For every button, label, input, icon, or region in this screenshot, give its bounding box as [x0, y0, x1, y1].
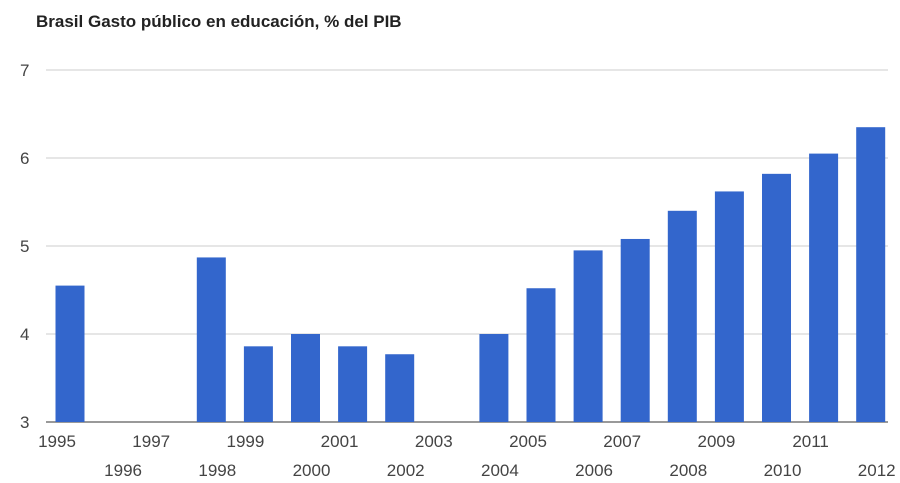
x-tick-label-2012: 2012 — [858, 461, 896, 480]
bar-2012 — [856, 127, 886, 422]
x-tick-label-1997: 1997 — [132, 432, 170, 451]
x-tick-label-2011: 2011 — [792, 432, 829, 451]
y-tick-label: 3 — [20, 413, 29, 432]
x-tick-label-1996: 1996 — [104, 461, 142, 480]
bars — [55, 127, 886, 422]
bar-2001 — [338, 346, 368, 422]
bar-2007 — [620, 238, 650, 422]
x-tick-label-2006: 2006 — [575, 461, 613, 480]
bar-2004 — [479, 334, 509, 422]
bar-1999 — [243, 346, 273, 422]
bar-2000 — [291, 334, 320, 422]
x-tick-label-1998: 1998 — [198, 461, 236, 480]
bar-2011 — [809, 153, 839, 422]
bar-2009 — [714, 191, 744, 422]
bar-2002 — [385, 354, 415, 422]
x-tick-label-1999: 1999 — [226, 432, 264, 451]
x-tick-label-2008: 2008 — [669, 461, 707, 480]
x-tick-label-1995: 1995 — [38, 432, 76, 451]
gridlines — [46, 69, 888, 423]
bar-1995 — [55, 285, 85, 422]
x-tick-label-2005: 2005 — [509, 432, 547, 451]
bar-2005 — [526, 288, 556, 422]
y-tick-label: 7 — [20, 61, 29, 80]
x-tick-label-2007: 2007 — [603, 432, 641, 451]
x-tick-label-2009: 2009 — [697, 432, 735, 451]
x-tick-label-2000: 2000 — [293, 461, 331, 480]
bar-2010 — [762, 173, 791, 422]
x-axis-tick-labels: 1995 1996 1997 1998 1999 2000 2001 2002 2003 2004… — [38, 432, 896, 480]
x-tick-label-2010: 2010 — [764, 461, 802, 480]
bar-2008 — [667, 210, 697, 422]
y-tick-label: 6 — [20, 149, 29, 168]
x-tick-label-2003: 2003 — [415, 432, 453, 451]
bar-2006 — [573, 250, 603, 422]
y-tick-label: 4 — [20, 325, 29, 344]
x-tick-label-2002: 2002 — [387, 461, 425, 480]
chart-title: Brasil Gasto público en educación, % del… — [36, 12, 402, 31]
x-tick-label-2004: 2004 — [481, 461, 519, 480]
x-tick-label-2001: 2001 — [321, 432, 359, 451]
y-tick-label: 5 — [20, 237, 29, 256]
y-axis-tick-labels: 3 4 5 6 7 — [20, 61, 29, 432]
bar-1998 — [196, 257, 226, 422]
